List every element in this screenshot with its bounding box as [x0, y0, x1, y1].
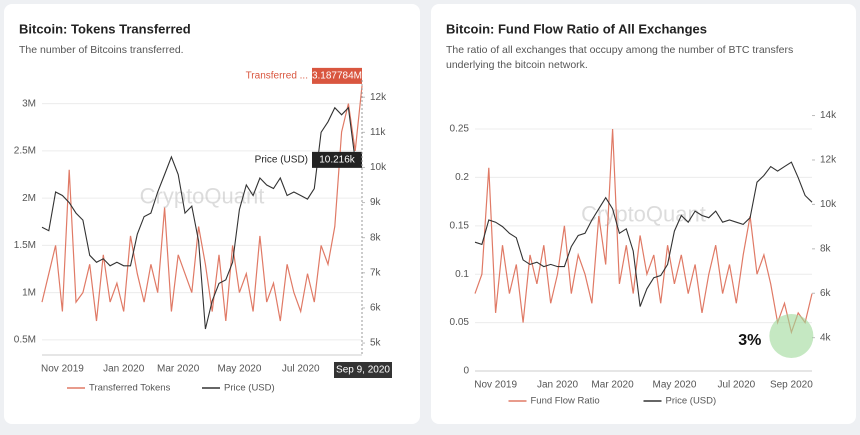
x-tick-label: Jul 2020: [282, 364, 320, 375]
y-tick-label: 0.2: [455, 172, 469, 183]
tooltip-value-box: [312, 67, 362, 84]
y2-tick-label: 10k: [820, 199, 837, 210]
chart-subtitle: underlying the bitcoin network.: [446, 59, 588, 71]
card: [431, 4, 856, 424]
y2-tick-label: 4k: [820, 332, 832, 343]
chart-subtitle: The number of Bitcoins transferred.: [19, 44, 184, 56]
hover-date-box: [334, 362, 392, 378]
y-tick-label: 0.15: [450, 220, 470, 231]
y-tick-label: 0.1: [455, 269, 469, 280]
y2-tick-label: 11k: [370, 127, 386, 138]
y-tick-label: 0: [463, 366, 469, 377]
x-tick-label: Sep 2020: [770, 380, 813, 391]
series-line: [474, 161, 813, 307]
y-tick-label: 0.5M: [14, 335, 36, 346]
y2-tick-label: 6k: [370, 303, 382, 314]
series-line: [474, 128, 813, 335]
x-tick-label: Jul 2020: [717, 380, 755, 391]
tooltip-label: Transferred ...: [246, 71, 308, 82]
card: [4, 4, 420, 424]
highlight-label: 3%: [738, 332, 761, 349]
y2-tick-label: 12k: [370, 92, 387, 103]
tooltip-value-box: [312, 151, 362, 168]
x-tick-label: May 2020: [652, 380, 696, 391]
y-tick-label: 0.05: [450, 317, 470, 328]
y-tick-label: 0.25: [450, 124, 470, 135]
highlight-circle: [769, 314, 814, 358]
y2-tick-label: 5k: [370, 338, 382, 349]
chart-title: Bitcoin: Tokens Transferred: [19, 21, 191, 36]
y2-tick-label: 14k: [820, 110, 837, 121]
y-tick-label: 1M: [22, 287, 36, 298]
y2-tick-label: 10k: [370, 162, 387, 173]
y2-tick-label: 6k: [820, 288, 832, 299]
chart-title: Bitcoin: Fund Flow Ratio of All Exchange…: [446, 21, 707, 36]
x-tick-label: Mar 2020: [157, 364, 200, 375]
chart-subtitle: The ratio of all exchanges that occupy a…: [446, 44, 793, 56]
y2-tick-label: 8k: [370, 232, 382, 243]
tooltip-value: 3.187784M: [312, 71, 362, 82]
y2-tick-label: 9k: [370, 197, 382, 208]
y-tick-label: 2.5M: [14, 146, 36, 157]
x-tick-label: Nov 2019: [41, 364, 84, 375]
x-tick-label: Mar 2020: [591, 380, 634, 391]
y-tick-label: 3M: [22, 98, 36, 109]
watermark: CryptoQuant: [581, 201, 706, 226]
legend-label: Price (USD): [224, 383, 275, 394]
x-tick-label: May 2020: [217, 364, 261, 375]
y-tick-label: 2M: [22, 193, 36, 204]
series-line: [41, 106, 363, 330]
y2-tick-label: 12k: [820, 155, 837, 166]
tooltip-label: Price (USD): [255, 155, 308, 166]
y-tick-label: 1.5M: [14, 240, 36, 251]
y2-tick-label: 7k: [370, 267, 382, 278]
series-line: [41, 85, 363, 322]
legend-label: Price (USD): [666, 396, 717, 407]
legend-label: Fund Flow Ratio: [531, 396, 600, 407]
hover-date: Sep 9, 2020: [336, 365, 390, 376]
x-tick-label: Jan 2020: [537, 380, 579, 391]
y2-tick-label: 8k: [820, 243, 832, 254]
tooltip-value: 10.216k: [319, 155, 356, 166]
x-tick-label: Jan 2020: [103, 364, 145, 375]
legend-label: Transferred Tokens: [89, 383, 171, 394]
x-tick-label: Nov 2019: [474, 380, 517, 391]
